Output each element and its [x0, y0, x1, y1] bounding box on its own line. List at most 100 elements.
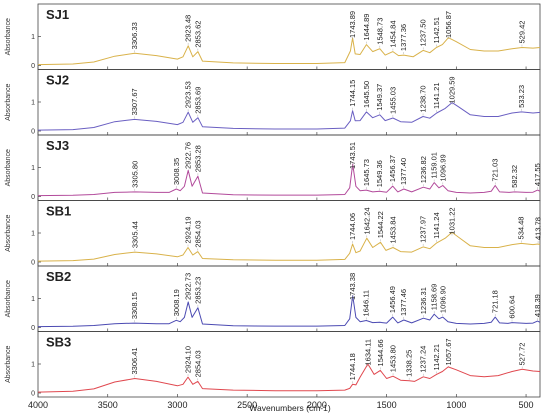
- panel-frame: [37, 134, 541, 201]
- peak-label: 1236.31: [419, 287, 428, 314]
- y-tick-label: 1: [31, 100, 35, 107]
- peak-label: 1544.22: [376, 211, 385, 238]
- peak-label: 1743.89: [348, 11, 357, 38]
- peak-label: 2853.23: [193, 277, 202, 304]
- peak-label: 1096.99: [438, 154, 447, 181]
- peak-label: 3305.44: [130, 221, 139, 248]
- y-tick-label: 1: [31, 296, 35, 303]
- spectrum-line-sj1: [37, 37, 541, 66]
- peak-label: 600.64: [508, 296, 517, 319]
- panels-group: SJ1 Absorbance 0 1 3306.33 2923.48 2853.62 1743…: [5, 3, 543, 398]
- panel-label: SJ2: [46, 73, 69, 88]
- peak-label: 1453.84: [389, 216, 398, 243]
- peak-label: 1377.46: [399, 289, 408, 316]
- x-tick-label: 4000: [28, 400, 48, 410]
- panel-frame: [37, 69, 541, 136]
- panel-sb1: SB1 Absorbance 0 1 3305.44 2924.19 2854.03 1744…: [5, 200, 543, 267]
- panel-frame: [37, 200, 541, 267]
- peak-label: 417.55: [533, 163, 542, 186]
- peak-label: 1158.69: [430, 284, 439, 311]
- peak-label: 2853.28: [193, 145, 202, 172]
- peak-label: 1456.37: [388, 155, 397, 182]
- y-tick-label: 0: [31, 194, 35, 201]
- peak-label: 1645.73: [362, 159, 371, 186]
- y-tick-label: 0: [31, 325, 35, 332]
- spectrum-line-sb3: [37, 363, 541, 393]
- peak-label: 533.23: [517, 85, 526, 108]
- peak-label: 418.39: [533, 294, 542, 317]
- peak-label: 2922.73: [184, 273, 193, 300]
- peak-label: 2923.48: [184, 15, 193, 42]
- peak-label: 1141.21: [432, 82, 441, 109]
- peak-label: 1338.25: [405, 350, 414, 377]
- x-axis-label: Wavenumbers (cm-1): [249, 403, 331, 413]
- panel-label: SJ1: [46, 7, 69, 22]
- y-axis-label: Absorbance: [5, 149, 12, 186]
- peak-label: 3305.80: [130, 161, 139, 188]
- peak-label: 1237.50: [419, 19, 428, 46]
- peak-label: 1056.87: [444, 11, 453, 38]
- peak-label: 3008.19: [172, 289, 181, 316]
- peak-label: 3306.33: [130, 22, 139, 49]
- peak-label: 3008.35: [172, 158, 181, 185]
- y-tick-label: 0: [31, 129, 35, 136]
- x-axis: 4000 3500 3000 2500 2000 1500 1000 500: [28, 400, 534, 410]
- peak-label: 1456.49: [388, 286, 397, 313]
- spectrum-line-sb2: [37, 295, 541, 328]
- peak-label: 2922.76: [184, 142, 193, 169]
- panel-frame: [37, 331, 541, 398]
- peak-label: 1031.22: [447, 207, 456, 234]
- peak-label: 1743.38: [348, 273, 357, 300]
- y-tick-label: 1: [31, 34, 35, 41]
- y-axis-label: Absorbance: [5, 345, 12, 382]
- y-axis-label: Absorbance: [5, 280, 12, 317]
- peak-label: 1646.11: [362, 290, 371, 317]
- peak-label: 1377.40: [399, 158, 408, 185]
- x-tick-label: 2500: [237, 400, 257, 410]
- peak-label: 534.48: [517, 216, 526, 239]
- panel-label: SB1: [46, 204, 71, 219]
- spectrum-line-sb1: [37, 231, 541, 262]
- peak-label: 3306.41: [130, 347, 139, 374]
- peak-label: 1141.24: [432, 212, 441, 239]
- spectrum-line-sj3: [37, 163, 541, 197]
- x-tick-label: 2000: [307, 400, 327, 410]
- x-tick-label: 1000: [446, 400, 466, 410]
- x-tick-label: 1500: [377, 400, 397, 410]
- peak-label: 413.78: [534, 217, 543, 240]
- peak-label: 1743.51: [348, 142, 357, 169]
- peak-label: 2853.62: [193, 21, 202, 48]
- peak-label: 721.03: [491, 159, 500, 182]
- peak-label: 527.72: [518, 343, 527, 366]
- peak-label: 1237.24: [419, 346, 428, 373]
- y-tick-label: 1: [31, 362, 35, 369]
- peak-label: 1455.03: [388, 87, 397, 114]
- x-tick-label: 3500: [98, 400, 118, 410]
- x-tick-label: 3000: [167, 400, 187, 410]
- panel-frame: [37, 3, 541, 70]
- peak-label: 1549.37: [375, 84, 384, 111]
- peak-label: 582.32: [510, 165, 519, 188]
- panel-sj1: SJ1 Absorbance 0 1 3306.33 2923.48 2853.62 1743…: [5, 3, 541, 70]
- peak-label: 2854.03: [193, 350, 202, 377]
- panel-label: SB2: [46, 269, 71, 284]
- peak-label: 1377.36: [399, 24, 408, 51]
- peak-label: 1142.51: [432, 17, 441, 44]
- panel-sj2: SJ2 Absorbance 0 1 3307.67 2923.53 2853.69 1744…: [5, 69, 541, 136]
- x-tick-label: 500: [519, 400, 534, 410]
- peak-label: 1453.80: [389, 345, 398, 372]
- peak-label: 3307.67: [130, 88, 139, 115]
- spectrum-line-sj2: [37, 102, 541, 131]
- peak-label: 2923.53: [184, 81, 193, 108]
- peak-label: 721.18: [491, 290, 500, 313]
- peak-label: 1549.36: [375, 160, 384, 187]
- peak-label: 3308.15: [130, 292, 139, 319]
- panel-frame: [37, 265, 541, 332]
- peak-label: 2854.03: [193, 220, 202, 247]
- y-tick-label: 1: [31, 231, 35, 238]
- y-tick-label: 0: [31, 260, 35, 267]
- peak-label: 1159.01: [430, 152, 439, 179]
